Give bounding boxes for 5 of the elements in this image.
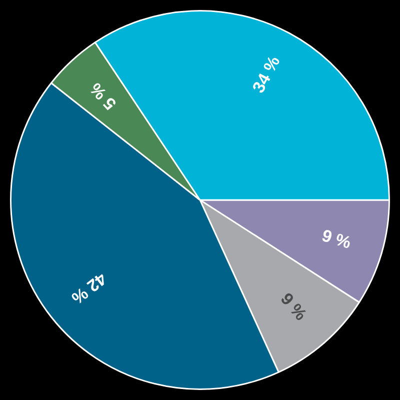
data-label: 9 % <box>320 226 354 252</box>
data-label: 34 % <box>248 52 284 96</box>
data-label: 9 % <box>276 289 310 324</box>
data-label: 5 % <box>86 79 120 114</box>
data-label: 42 % <box>68 268 110 308</box>
